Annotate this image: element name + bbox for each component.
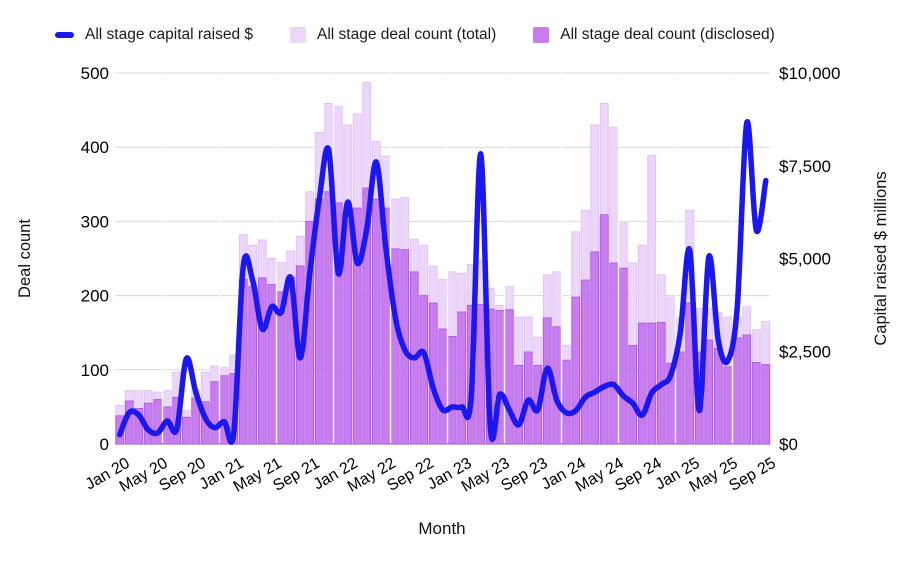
chart-legend: All stage capital raised $ All stage dea… [55,26,775,44]
bar-disclosed-Sep 24 [647,322,657,445]
bar-disclosed-May 20 [153,399,163,445]
left-tick-label: 500 [81,64,109,83]
right-axis-title: Capital raised $ millions [872,171,890,345]
bar-disclosed-Jul 23 [514,364,524,445]
legend-label: All stage deal count (disclosed) [560,26,775,43]
right-tick-label: $2,500 [779,342,831,361]
left-tick-label: 300 [81,212,109,231]
bar-disclosed-Mar 22 [362,187,372,445]
capital-raised-line-series [117,119,769,445]
disclosed-series-swatch [533,27,550,43]
bar-disclosed-Mar 25 [704,339,714,445]
bar-disclosed-Jan 22 [343,220,353,445]
total-series-swatch [290,27,307,43]
bar-disclosed-Jun 22 [390,248,400,445]
bar-disclosed-Jul 25 [742,334,752,445]
left-tick-label: 100 [81,361,109,380]
bar-disclosed-Aug 25 [751,361,761,445]
left-axis-title: Deal count [16,219,34,298]
bar-disclosed-Feb 24 [580,279,590,445]
bar-disclosed-Jun 25 [732,337,742,445]
bar-disclosed-Aug 24 [637,322,647,445]
left-axis-tick-labels: 0 100 200 300 400 500 [81,64,109,454]
bar-disclosed-Mar 24 [590,251,600,445]
bar-disclosed-Jul 24 [628,344,638,445]
bar-disclosed-Dec 24 [675,351,685,445]
bar-disclosed-Apr 24 [599,214,609,445]
left-tick-label: 200 [81,287,109,306]
vertical-gridlines [161,73,734,443]
right-tick-label: $5,000 [779,250,831,269]
bar-disclosed-Feb 22 [352,207,362,445]
bar-disclosed-Jan 24 [571,296,581,445]
bar-disclosed-Apr 25 [713,347,723,445]
bar-disclosed-Dec 22 [447,336,457,445]
right-tick-label: $7,500 [779,157,831,176]
bar-disclosed-Mar 23 [476,304,486,445]
right-tick-label: $10,000 [779,64,840,83]
bar-disclosed-May 24 [609,262,619,445]
right-axis-tick-labels: $0 $2,500 $5,000 $7,500 $10,000 [779,64,840,454]
legend-item-capital-raised: All stage capital raised $ [55,26,253,44]
bar-disclosed-Jun 24 [618,267,628,445]
bar-series [115,82,771,445]
x-axis-title: Month [418,519,465,538]
line-series-swatch [55,32,74,38]
legend-item-deal-count-total: All stage deal count (total) [290,26,496,44]
capital-raised-line [117,119,769,445]
right-tick-label: $0 [779,435,798,454]
bar-disclosed-Apr 22 [371,198,381,445]
legend-label: All stage capital raised $ [85,26,254,43]
bar-disclosed-Apr 21 [257,277,267,445]
bar-disclosed-May 25 [723,366,733,445]
bar-disclosed-Aug 20 [181,416,191,445]
bar-disclosed-Nov 20 [210,381,220,445]
bar-disclosed-Sep 25 [761,364,771,445]
left-tick-label: 400 [81,138,109,157]
bar-disclosed-Jan 23 [457,311,467,445]
bar-disclosed-Nov 22 [438,328,448,445]
bar-disclosed-Jun 23 [504,309,514,445]
legend-label: All stage deal count (total) [317,26,497,43]
bar-disclosed-Nov 21 [324,191,334,445]
left-tick-label: 0 [100,435,109,454]
bar-disclosed-Dec 23 [561,359,571,445]
legend-item-deal-count-disclosed: All stage deal count (disclosed) [533,26,775,44]
